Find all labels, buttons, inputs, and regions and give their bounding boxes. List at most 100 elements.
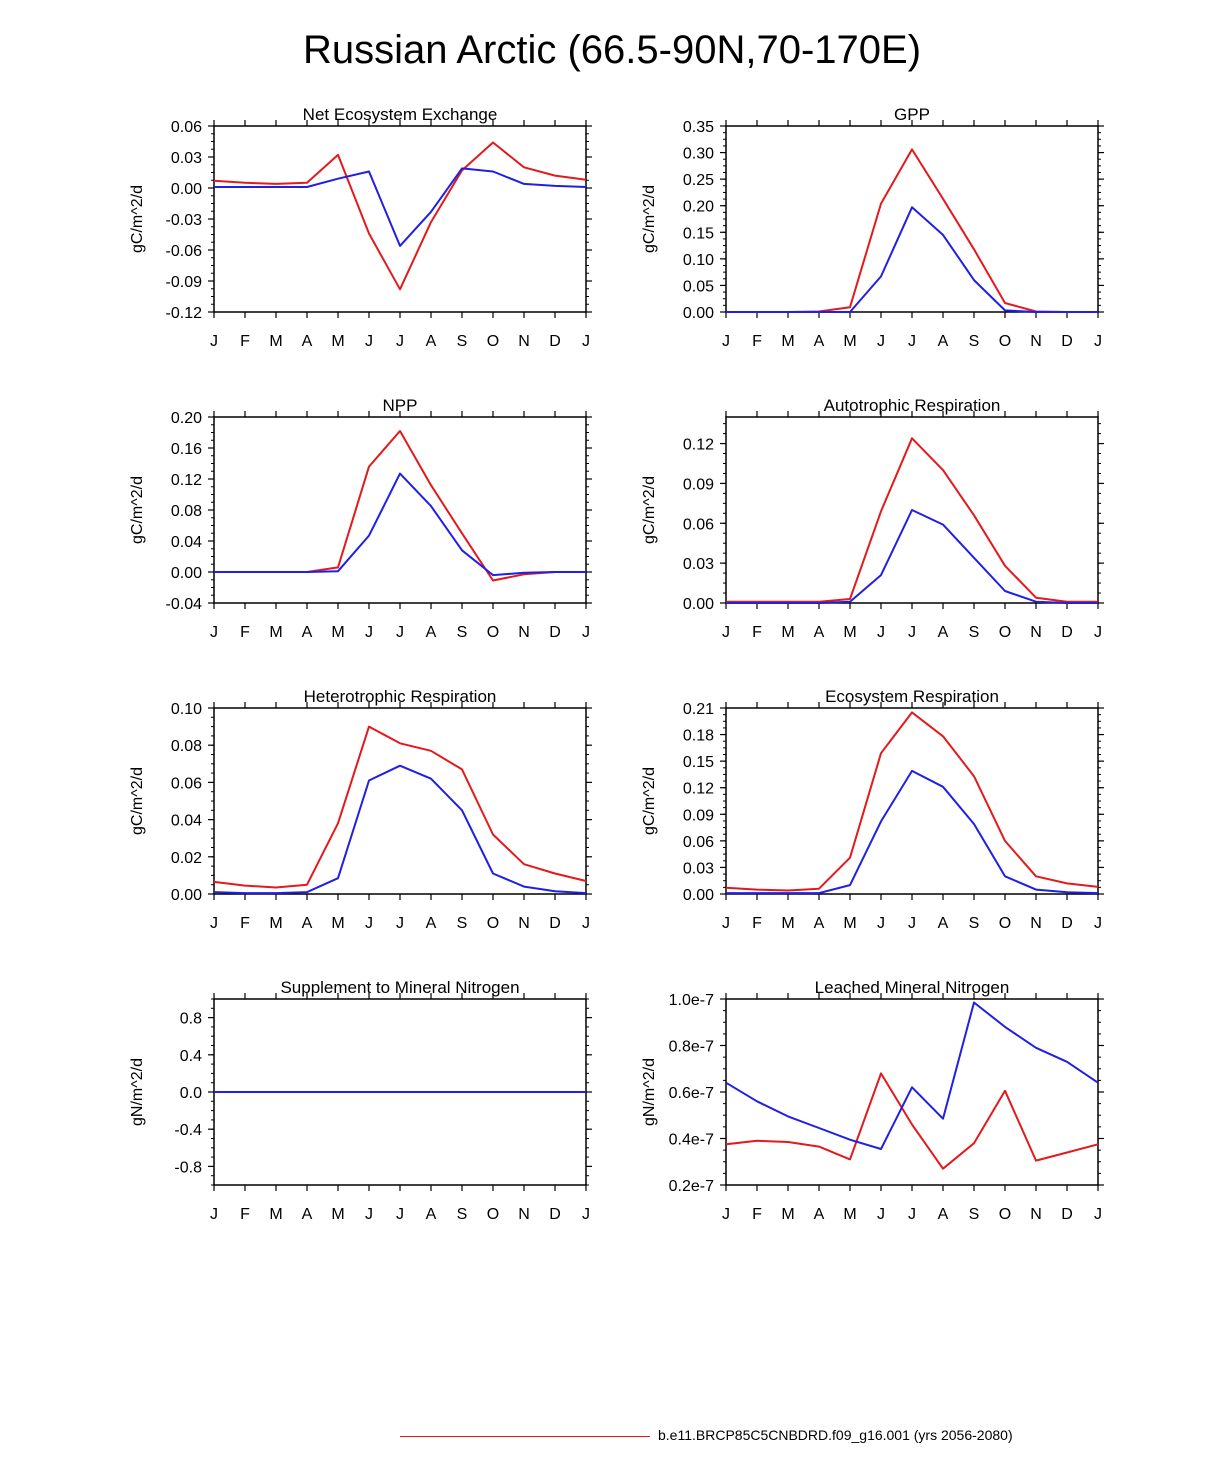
xtick-label-2-3: A — [302, 624, 313, 641]
ytick-label-2-1: 0.00 — [171, 565, 202, 582]
ytick-label-0-5: 0.03 — [171, 150, 202, 167]
xtick-label-4-10: N — [518, 915, 530, 932]
ytick-label-0-4: 0.00 — [171, 181, 202, 198]
xtick-label-6-8: S — [457, 1206, 468, 1223]
ytick-label-2-5: 0.16 — [171, 441, 202, 458]
ytick-label-3-1: 0.03 — [683, 556, 714, 573]
ytick-label-7-0: 0.2e-7 — [669, 1178, 714, 1195]
xtick-label-1-9: O — [999, 333, 1011, 350]
plot-frame-1 — [725, 125, 1099, 313]
series-line-red-4 — [213, 725, 587, 889]
xtick-label-3-7: A — [938, 624, 949, 641]
xtick-label-5-11: D — [1061, 915, 1073, 932]
ytick-label-7-1: 0.4e-7 — [669, 1132, 714, 1149]
xtick-label-1-1: F — [752, 333, 762, 350]
xtick-label-2-4: M — [331, 624, 344, 641]
series-line-red-2 — [214, 430, 586, 582]
xtick-label-0-11: D — [549, 333, 561, 350]
ytick-label-5-2: 0.06 — [683, 834, 714, 851]
xtick-label-4-8: S — [457, 915, 468, 932]
ytick-label-2-6: 0.20 — [171, 410, 202, 427]
xtick-label-7-7: A — [938, 1206, 949, 1223]
xtick-label-2-12: J — [582, 624, 590, 641]
xtick-label-7-2: M — [781, 1206, 794, 1223]
series-line-blue-5 — [726, 769, 1099, 895]
xtick-label-4-4: M — [331, 915, 344, 932]
ylabel-7: gN/m^2/d — [641, 1058, 658, 1126]
xtick-label-4-6: J — [396, 915, 404, 932]
series-line-red-5 — [725, 711, 1099, 892]
series-line-red-0 — [213, 141, 587, 291]
ytick-label-4-3: 0.06 — [171, 775, 202, 792]
xtick-label-5-7: A — [938, 915, 949, 932]
xtick-label-6-1: F — [240, 1206, 250, 1223]
xtick-label-2-1: F — [240, 624, 250, 641]
ytick-label-4-2: 0.04 — [171, 813, 202, 830]
chart-title-5: Ecosystem Respiration — [825, 687, 999, 706]
series-line-blue-7 — [725, 1001, 1099, 1150]
legend-swatch-line — [400, 1436, 650, 1437]
xtick-label-1-6: J — [908, 333, 916, 350]
xtick-label-3-0: J — [722, 624, 730, 641]
plot-frame-5 — [725, 707, 1099, 895]
ytick-label-0-0: -0.12 — [166, 305, 203, 322]
xtick-label-6-6: J — [396, 1206, 404, 1223]
ytick-label-2-0: -0.04 — [166, 596, 203, 613]
xtick-label-3-9: O — [999, 624, 1011, 641]
xtick-label-4-5: J — [365, 915, 373, 932]
xtick-label-1-7: A — [938, 333, 949, 350]
xtick-label-7-5: J — [877, 1206, 885, 1223]
ytick-label-6-4: 0.8 — [180, 1011, 202, 1028]
xtick-label-3-6: J — [908, 624, 916, 641]
xtick-label-5-5: J — [877, 915, 885, 932]
ytick-label-4-0: 0.00 — [171, 887, 202, 904]
xtick-label-0-8: S — [457, 333, 468, 350]
xtick-label-4-9: O — [487, 915, 499, 932]
ylabel-0: gC/m^2/d — [129, 185, 146, 253]
ytick-label-6-0: -0.8 — [174, 1159, 202, 1176]
xtick-label-0-6: J — [396, 333, 404, 350]
plot-frame-2 — [213, 416, 587, 604]
chart-title-6: Supplement to Mineral Nitrogen — [280, 978, 519, 997]
xtick-label-6-5: J — [365, 1206, 373, 1223]
series-line-red-7 — [725, 1072, 1099, 1170]
xtick-label-3-5: J — [877, 624, 885, 641]
xtick-label-7-0: J — [722, 1206, 730, 1223]
xtick-label-6-9: O — [487, 1206, 499, 1223]
xtick-label-7-12: J — [1094, 1206, 1102, 1223]
xtick-label-3-8: S — [969, 624, 980, 641]
series-line-blue-1 — [726, 206, 1098, 313]
ytick-label-0-2: -0.06 — [166, 243, 203, 260]
ytick-label-1-1: 0.05 — [683, 278, 714, 295]
xtick-label-0-4: M — [331, 333, 344, 350]
xtick-label-7-11: D — [1061, 1206, 1073, 1223]
ytick-label-4-5: 0.10 — [171, 701, 202, 718]
xtick-label-5-0: J — [722, 915, 730, 932]
xtick-label-7-8: S — [969, 1206, 980, 1223]
xtick-label-6-2: M — [269, 1206, 282, 1223]
xtick-label-4-1: F — [240, 915, 250, 932]
xtick-label-5-6: J — [908, 915, 916, 932]
xtick-label-5-8: S — [969, 915, 980, 932]
xtick-label-2-5: J — [365, 624, 373, 641]
xtick-label-1-3: A — [814, 333, 825, 350]
ytick-label-1-6: 0.30 — [683, 146, 714, 163]
ytick-label-6-2: 0.0 — [180, 1085, 202, 1102]
xtick-label-2-11: D — [549, 624, 561, 641]
xtick-label-2-9: O — [487, 624, 499, 641]
chart-title-3: Autotrophic Respiration — [824, 396, 1001, 415]
xtick-label-0-12: J — [582, 333, 590, 350]
xtick-label-3-11: D — [1061, 624, 1073, 641]
ytick-label-0-1: -0.09 — [166, 274, 203, 291]
xtick-label-7-9: O — [999, 1206, 1011, 1223]
ytick-label-3-3: 0.09 — [683, 476, 714, 493]
xtick-label-7-1: F — [752, 1206, 762, 1223]
xtick-label-6-7: A — [426, 1206, 437, 1223]
ytick-label-3-0: 0.00 — [683, 596, 714, 613]
xtick-label-0-7: A — [426, 333, 437, 350]
ytick-label-2-3: 0.08 — [171, 503, 202, 520]
ylabel-1: gC/m^2/d — [641, 185, 658, 253]
xtick-label-3-1: F — [752, 624, 762, 641]
xtick-label-0-2: M — [269, 333, 282, 350]
chart-title-2: NPP — [383, 396, 418, 415]
